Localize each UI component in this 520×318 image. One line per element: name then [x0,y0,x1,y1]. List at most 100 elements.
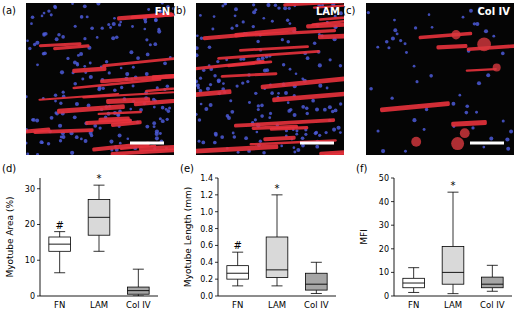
nucleus [26,39,29,42]
nucleus [109,26,112,29]
whisker-cap-high [487,265,498,266]
nucleus [81,77,84,80]
whisker-cap-low [408,292,419,293]
y-tick-label: 40 [379,198,389,207]
nucleus [109,140,113,144]
nucleus [315,108,319,112]
nucleus [120,67,123,70]
nucleus [59,139,62,142]
nucleus [132,85,135,88]
box [88,199,110,235]
whisker-cap-low [54,272,65,273]
nucleus [39,140,43,144]
nucleus [286,40,290,44]
nucleus [196,80,198,83]
nucleus [71,3,74,5]
nucleus [196,81,197,84]
nucleus [367,11,370,14]
whisker-high [59,232,60,237]
nucleus [57,33,61,37]
nucleus [154,18,158,22]
nucleus [73,115,77,119]
nucleus [76,62,79,65]
nucleus [97,87,101,91]
nucleus [313,41,317,45]
whisker-cap-low [271,285,282,286]
nucleus [213,141,217,145]
myotube [227,60,272,67]
nucleus [50,13,53,16]
nucleus [199,77,202,80]
nucleus [381,149,385,153]
nucleus [501,52,505,56]
nucleus [324,131,327,134]
nucleus [73,82,77,86]
nucleus [489,136,493,140]
myotube [98,111,142,115]
nucleus [393,28,397,32]
significance: * [97,173,102,184]
nucleus [58,124,62,128]
whisker-high [453,192,454,246]
myotube [39,42,82,47]
nucleus [377,129,380,132]
y-tick-label: 0.8 [200,225,213,234]
myotube [196,89,232,98]
y-tick-label: 10 [379,268,389,277]
nucleus [31,15,35,19]
box [442,246,464,284]
whisker-low [413,288,414,293]
nucleus [53,5,57,9]
y-tick-label: 1.0 [200,208,213,217]
nucleus [296,148,300,152]
panel-title: LAM [316,6,340,17]
nucleus [252,10,256,14]
myotube [451,120,487,127]
nucleus [404,42,407,45]
median [227,273,249,274]
nucleus [451,102,455,106]
nucleus [287,109,291,113]
nucleus [277,92,280,95]
nucleus [393,19,396,22]
nucleus [234,7,238,11]
nucleus [200,103,203,106]
nucleus [214,133,217,136]
y-tick-label: 30 [379,221,389,230]
box [128,287,150,294]
nucleus [35,119,39,123]
y-axis [40,178,41,296]
nucleus [196,53,199,57]
nucleus [288,7,291,10]
nucleus [288,22,291,25]
median [306,284,328,285]
nucleus [129,50,133,54]
nucleus [50,116,54,120]
y-tick-label: 30 [25,185,35,194]
nucleus [26,95,28,98]
nucleus [118,134,122,138]
whisker-cap-high [408,267,419,268]
whisker-low [99,235,100,251]
whisker-cap-high [311,262,322,263]
nucleus [306,112,309,115]
whisker-cap-low [447,293,458,294]
median [403,283,425,284]
whisker-cap-high [232,252,243,253]
nucleus [318,84,322,88]
nucleus [102,87,105,90]
nucleus [260,104,264,108]
y-tick-label: 0.4 [200,258,213,267]
nucleus [125,72,129,76]
nucleus [256,40,259,43]
image-texture [26,3,174,155]
nucleus [221,5,224,8]
nucleus [306,56,310,60]
y-tick-label: 0 [384,292,389,301]
nucleus [32,118,36,122]
whisker-low [277,277,278,285]
y-tick-label: 10 [25,256,35,265]
nucleus [220,135,224,139]
nucleus [90,134,94,138]
whisker-high [138,269,139,287]
